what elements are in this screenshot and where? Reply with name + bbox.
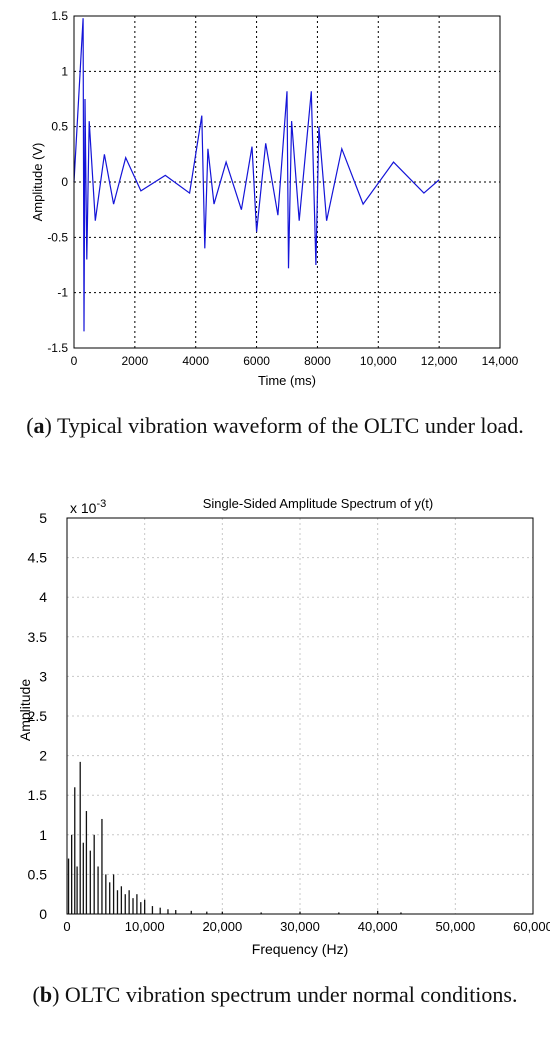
figure-a-caption-letter: a bbox=[33, 413, 45, 438]
spectrum-y-axis-label: Amplitude bbox=[17, 679, 33, 741]
spectrum-grid bbox=[66, 517, 534, 915]
spectrum-y-tick-label: 1 bbox=[39, 827, 47, 843]
spectrum-x-tick-label: 30,000 bbox=[280, 919, 320, 934]
spectrum-y-tick-label: 4 bbox=[39, 589, 47, 605]
spectrum-chart: Single-Sided Amplitude Spectrum of y(t) … bbox=[17, 496, 550, 957]
figure-b-caption-letter: b bbox=[39, 982, 53, 1007]
waveform-x-tick-label: 14,000 bbox=[482, 354, 519, 368]
spectrum-series bbox=[67, 761, 402, 914]
figure-b-caption-text: ) OLTC vibration spectrum under normal c… bbox=[52, 982, 518, 1007]
spectrum-y-tick-label: 3.5 bbox=[28, 629, 48, 645]
waveform-line bbox=[73, 18, 440, 332]
spectrum-y-tick-label: 5 bbox=[39, 510, 47, 526]
spectrum-x-tick-label: 60,000 bbox=[513, 919, 550, 934]
waveform-x-tick-label: 12,000 bbox=[421, 354, 458, 368]
waveform-x-tick-label: 2000 bbox=[122, 354, 149, 368]
waveform-plot-frame bbox=[73, 15, 501, 349]
spectrum-x-tick-label: 10,000 bbox=[125, 919, 165, 934]
waveform-y-tick-label: -1 bbox=[57, 286, 68, 300]
spectrum-y-tick-label: 2 bbox=[39, 748, 47, 764]
spectrum-y-tick-label: 0.5 bbox=[28, 866, 48, 882]
waveform-y-tick-label: -0.5 bbox=[47, 230, 68, 244]
waveform-y-ticks: -1.5 -1 -0.5 0 0.5 1 1.5 bbox=[47, 9, 68, 355]
waveform-x-tick-label: 8000 bbox=[304, 354, 331, 368]
spectrum-y-ticks: 0 0.5 1 1.5 2 2.5 3 3.5 4 4.5 5 bbox=[28, 510, 48, 922]
waveform-x-tick-label: 6000 bbox=[243, 354, 270, 368]
waveform-y-tick-label: 0 bbox=[61, 175, 68, 189]
spectrum-y-multiplier: x 10-3 bbox=[70, 498, 106, 516]
spectrum-y-tick-label: 0 bbox=[39, 906, 47, 922]
spectrum-y-tick-label: 2.5 bbox=[28, 708, 48, 724]
spectrum-x-tick-label: 20,000 bbox=[202, 919, 242, 934]
spectrum-x-tick-label: 0 bbox=[63, 919, 70, 934]
spectrum-y-tick-label: 1.5 bbox=[28, 787, 48, 803]
waveform-x-axis-label: Time (ms) bbox=[258, 373, 316, 388]
waveform-chart: 0 2000 4000 6000 8000 10,000 12,000 14,000 -1.5… bbox=[30, 9, 519, 388]
spectrum-x-tick-label: 40,000 bbox=[358, 919, 398, 934]
waveform-y-tick-label: -1.5 bbox=[47, 341, 68, 355]
spectrum-y-tick-label: 4.5 bbox=[28, 550, 48, 566]
spectrum-x-tick-label: 50,000 bbox=[435, 919, 475, 934]
waveform-y-axis-label: Amplitude (V) bbox=[30, 143, 45, 222]
waveform-x-ticks: 0 2000 4000 6000 8000 10,000 12,000 14,000 bbox=[71, 354, 519, 368]
waveform-x-tick-label: 0 bbox=[71, 354, 78, 368]
waveform-x-tick-label: 4000 bbox=[182, 354, 209, 368]
waveform-series bbox=[73, 18, 440, 332]
spectrum-plot-frame bbox=[66, 517, 534, 915]
figure-b-caption: (b) OLTC vibration spectrum under normal… bbox=[32, 982, 518, 1007]
figure-a-caption-text: ) Typical vibration waveform of the OLTC… bbox=[44, 413, 524, 438]
spectrum-title: Single-Sided Amplitude Spectrum of y(t) bbox=[203, 496, 434, 511]
waveform-x-tick-label: 10,000 bbox=[360, 354, 397, 368]
waveform-y-tick-label: 1.5 bbox=[51, 9, 68, 23]
figure-a-caption: (a) Typical vibration waveform of the OL… bbox=[26, 413, 524, 438]
spectrum-x-ticks: 0 10,000 20,000 30,000 40,000 50,000 60,000 bbox=[63, 919, 550, 934]
spectrum-y-tick-label: 3 bbox=[39, 668, 47, 684]
waveform-y-tick-label: 0.5 bbox=[51, 120, 68, 134]
waveform-y-tick-label: 1 bbox=[61, 64, 68, 78]
spectrum-x-axis-label: Frequency (Hz) bbox=[252, 941, 348, 957]
